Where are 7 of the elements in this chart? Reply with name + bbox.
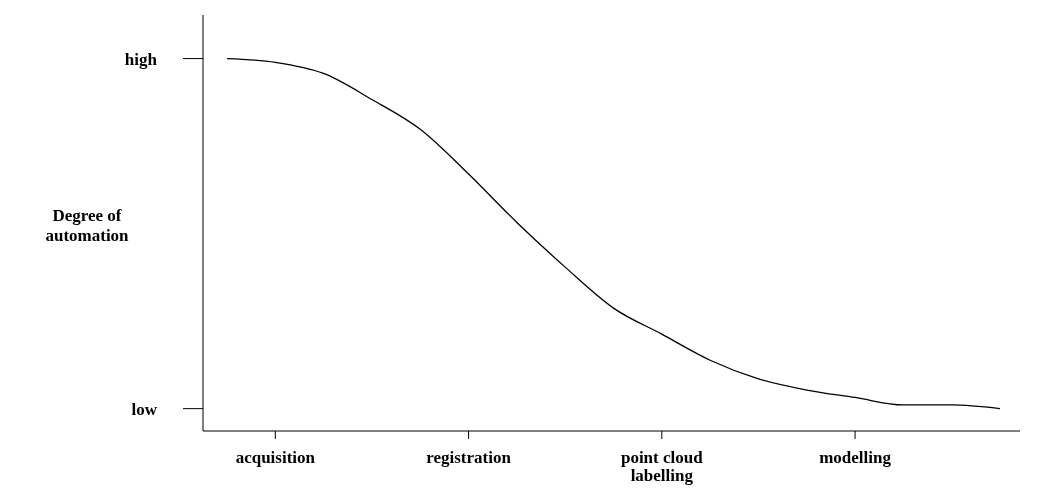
x-tick-label: registration [426,448,512,467]
y-axis-title: Degree of automation [45,206,130,245]
text: high [124,49,158,69]
text: low [131,399,158,419]
x-tick-label: acquisition [235,448,316,467]
x-tick-label: point cloud labelling [620,448,704,485]
x-tick-label: modelling [819,448,892,467]
